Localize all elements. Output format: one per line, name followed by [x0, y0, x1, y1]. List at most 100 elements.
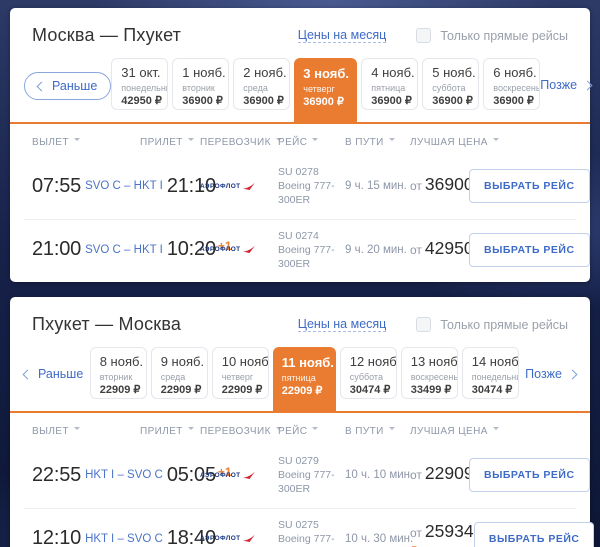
- earlier-button[interactable]: Раньше: [22, 367, 84, 382]
- arrival-time: 10:20: [166, 238, 216, 261]
- column-header-flight[interactable]: РЕЙС: [278, 426, 345, 437]
- flight-row: 07:55 SVO C – HKT I 21:10 АЭРОФЛОТ SU 02…: [24, 156, 590, 219]
- flight-info: SU 0278 Boeing 777-300ER: [278, 165, 342, 208]
- date-label: 2 нояб.: [243, 65, 287, 80]
- flight-results-panel-outbound: Москва — Пхукет Цены на месяц Только пря…: [10, 8, 593, 283]
- times-cluster: 12:10 HKT I – SVO C 18:40: [32, 527, 216, 547]
- prices-per-month-link[interactable]: Цены на месяц: [297, 317, 387, 333]
- column-header-arrival[interactable]: ПРИЛЕТ: [140, 137, 200, 148]
- direct-flights-toggle[interactable]: Только прямые рейсы: [416, 28, 568, 43]
- date-card-selected[interactable]: 11 нояб. пятница 22909 ₽: [272, 347, 336, 412]
- route-title: Москва — Пхукет: [32, 25, 182, 45]
- later-button[interactable]: Позже: [525, 367, 578, 381]
- panel-header: Москва — Пхукет Цены на месяц Только пря…: [24, 8, 576, 46]
- select-flight-button[interactable]: ВЫБРАТЬ РЕЙС: [469, 232, 590, 267]
- selected-date-underline: [10, 122, 590, 124]
- column-header-carrier[interactable]: ПЕРЕВОЗЧИК: [200, 426, 278, 437]
- direct-flights-checkbox[interactable]: [416, 28, 432, 43]
- date-price: 36900 ₽: [243, 95, 284, 107]
- date-card[interactable]: 31 окт. понедельник 42950 ₽: [111, 58, 169, 110]
- earlier-label: Раньше: [52, 79, 98, 93]
- column-header-flight[interactable]: РЕЙС: [278, 137, 345, 148]
- weekday-label: воскресенье: [410, 372, 458, 383]
- aircraft-type: Boeing 777-300ER: [278, 532, 335, 547]
- date-card[interactable]: 14 нояб. понедельник 30474 ₽: [461, 347, 519, 400]
- weekday-label: пятница: [371, 83, 406, 93]
- date-price: 30474 ₽: [471, 384, 513, 397]
- column-header-departure[interactable]: ВЫЛЕТ: [32, 137, 140, 148]
- flight-info: SU 0279 Boeing 777-300ER: [278, 454, 342, 497]
- date-card[interactable]: 1 нояб. вторник 36900 ₽: [172, 58, 230, 110]
- earlier-button[interactable]: Раньше: [24, 72, 112, 100]
- direct-flights-label: Только прямые рейсы: [440, 28, 568, 43]
- flights-table-header: ВЫЛЕТ ПРИЛЕТ ПЕРЕВОЗЧИК РЕЙС В ПУТИ ЛУЧШ…: [24, 413, 576, 445]
- date-card[interactable]: 12 нояб. суббота 30474 ₽: [339, 347, 397, 400]
- select-flight-button[interactable]: ВЫБРАТЬ РЕЙС: [469, 169, 590, 204]
- later-button[interactable]: Позже: [540, 78, 593, 92]
- departure-time: 21:00: [32, 238, 82, 261]
- column-header-duration[interactable]: В ПУТИ: [345, 426, 410, 437]
- date-card[interactable]: 8 нояб. вторник 22909 ₽: [89, 347, 147, 400]
- select-flight-button[interactable]: ВЫБРАТЬ РЕЙС: [473, 521, 595, 547]
- column-header-duration[interactable]: В ПУТИ: [345, 137, 410, 148]
- date-card[interactable]: 5 нояб. суббота 36900 ₽: [422, 58, 480, 110]
- direct-flights-checkbox[interactable]: [416, 317, 432, 333]
- weekday-label: суббота: [349, 372, 383, 383]
- date-price: 36900 ₽: [493, 95, 534, 107]
- route-codes: HKT I – SVO C: [85, 469, 163, 482]
- departure-time: 12:10: [32, 527, 82, 547]
- column-header-departure[interactable]: ВЫЛЕТ: [32, 426, 140, 437]
- date-label: 11 нояб.: [281, 355, 334, 371]
- date-label: 9 нояб.: [160, 354, 205, 370]
- departure-time: 07:55: [32, 174, 82, 197]
- aircraft-type: Boeing 777-300ER: [278, 469, 335, 496]
- departure-time: 22:55: [32, 463, 82, 486]
- chevron-left-icon: [36, 81, 47, 91]
- aeroflot-flag-icon: [242, 534, 255, 543]
- flight-number: SU 0275: [278, 518, 319, 531]
- date-carousel: Раньше 8 нояб. вторник 22909 ₽ 9 нояб. с…: [22, 347, 578, 412]
- column-header-carrier[interactable]: ПЕРЕВОЗЧИК: [200, 137, 278, 148]
- flight-row: 22:55 HKT I – SVO C 05:05 +1 АЭРОФЛОТ SU…: [24, 445, 590, 508]
- date-card[interactable]: 4 нояб. пятница 36900 ₽: [361, 58, 419, 110]
- carrier-logo: АЭРОФЛОТ: [200, 471, 278, 480]
- duration: 10 ч. 30 мин.: [345, 532, 414, 545]
- route-codes: SVO C – HKT I: [85, 243, 163, 256]
- price-prefix: от: [410, 526, 422, 541]
- date-price: 42950 ₽: [121, 95, 162, 107]
- duration: 10 ч. 10 мин.: [345, 469, 414, 482]
- date-label: 8 нояб.: [99, 354, 144, 370]
- direct-flights-toggle[interactable]: Только прямые рейсы: [416, 317, 568, 333]
- date-label: 1 нояб.: [182, 65, 226, 80]
- aircraft-type: Boeing 777-300ER: [278, 243, 335, 270]
- earlier-label: Раньше: [38, 367, 84, 382]
- aeroflot-logo-text: АЭРОФЛОТ: [200, 182, 241, 190]
- weekday-label: понедельник: [121, 83, 167, 93]
- date-card-selected[interactable]: 3 нояб. четверг 36900 ₽: [294, 58, 358, 122]
- date-card[interactable]: 10 нояб. четверг 22909 ₽: [211, 347, 269, 400]
- select-flight-button[interactable]: ВЫБРАТЬ РЕЙС: [469, 458, 590, 493]
- times-cluster: 21:00 SVO C – HKT I 10:20 +1: [32, 238, 232, 261]
- seats-left-note: Осталось мест: 3: [410, 544, 494, 547]
- date-card[interactable]: 6 нояб. воскресенье 36900 ₽: [483, 58, 541, 110]
- date-carousel: Раньше 31 окт. понедельник 42950 ₽ 1 ноя…: [24, 58, 593, 122]
- column-header-arrival[interactable]: ПРИЛЕТ: [140, 426, 200, 437]
- aeroflot-logo-text: АЭРОФЛОТ: [200, 535, 241, 543]
- route-title: Пхукет — Москва: [32, 314, 182, 335]
- weekday-label: пятница: [281, 373, 316, 384]
- date-card[interactable]: 2 нояб. среда 36900 ₽: [233, 58, 291, 110]
- weekday-label: суббота: [432, 83, 466, 93]
- column-header-best-price[interactable]: ЛУЧШАЯ ЦЕНА: [410, 137, 499, 148]
- date-label: 12 нояб.: [349, 354, 397, 370]
- prices-per-month-link[interactable]: Цены на месяц: [297, 28, 387, 43]
- weekday-label: четверг: [221, 372, 254, 383]
- date-label: 3 нояб.: [303, 66, 349, 81]
- flight-info: SU 0275 Boeing 777-300ER: [278, 518, 342, 547]
- column-header-best-price[interactable]: ЛУЧШАЯ ЦЕНА: [410, 426, 499, 437]
- aeroflot-flag-icon: [242, 245, 255, 254]
- date-card[interactable]: 13 нояб. воскресенье 33499 ₽: [400, 347, 458, 400]
- date-card[interactable]: 9 нояб. среда 22909 ₽: [150, 347, 208, 400]
- date-price: 30474 ₽: [349, 384, 391, 397]
- times-cluster: 07:55 SVO C – HKT I 21:10: [32, 174, 216, 198]
- weekday-label: среда: [243, 83, 268, 93]
